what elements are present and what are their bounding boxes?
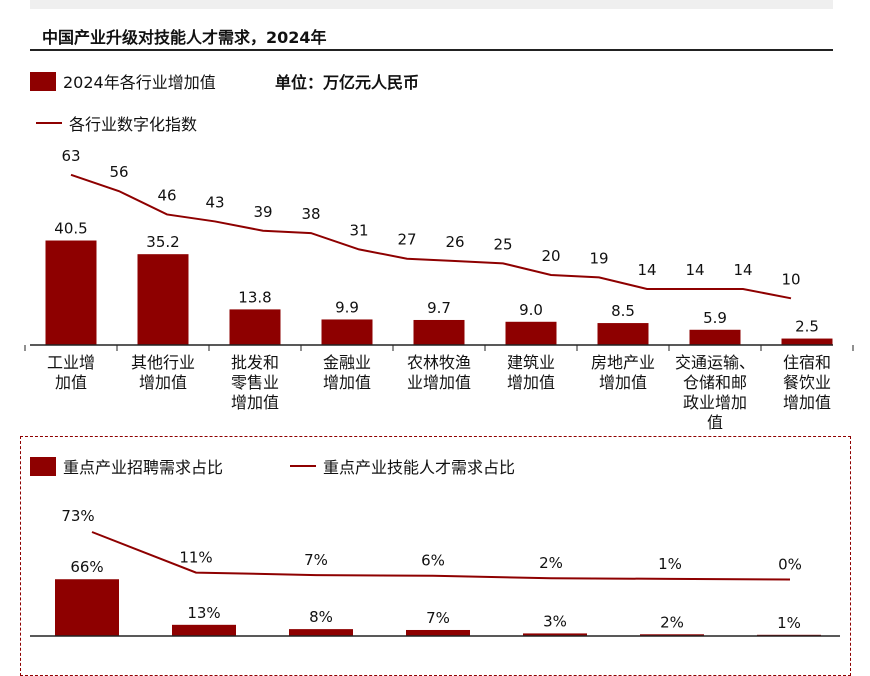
- skill-demand-line: [91, 531, 791, 581]
- category-label: 增加值: [323, 373, 371, 392]
- category-label: 农林牧渔: [407, 353, 471, 372]
- legend-line-2: 重点产业技能人才需求占比: [290, 454, 515, 478]
- line-value-label: 26: [445, 233, 464, 251]
- category-label: 批发和: [231, 353, 279, 372]
- bar: [172, 624, 236, 636]
- bar-value-label: 13.8: [238, 288, 271, 306]
- bar-value-label: 9.7: [427, 299, 451, 317]
- line-value-label: 56: [109, 163, 128, 181]
- category-label: 加值: [55, 373, 87, 392]
- line-value-label: 31: [349, 221, 368, 239]
- title-rule: [30, 49, 833, 51]
- bar: [523, 633, 587, 636]
- unit-label: 单位：万亿元人民币: [275, 73, 420, 92]
- bar-value-label: 7%: [426, 609, 450, 627]
- category-label: 增加值: [231, 393, 279, 412]
- bar-value-label: 9.0: [519, 301, 543, 319]
- line-value-label: 19: [589, 249, 608, 267]
- line-value-label: 38: [301, 205, 320, 223]
- bar-value-label: 66%: [70, 558, 103, 576]
- bar-value-label: 3%: [543, 612, 567, 630]
- line-value-label: 73%: [61, 507, 94, 525]
- legend-bar-1: 2024年各行业增加值: [30, 69, 216, 93]
- category-label: 建筑业: [507, 353, 555, 372]
- category-label: 增加值: [139, 373, 187, 392]
- bar-value-label: 8%: [309, 608, 333, 626]
- category-label: 增加值: [783, 393, 831, 412]
- bar-value-label: 1%: [777, 614, 801, 632]
- line-value-label: 46: [157, 186, 176, 204]
- bar-value-label: 13%: [187, 604, 220, 622]
- line-value-label: 25: [493, 235, 512, 253]
- legend-swatch: [30, 71, 56, 91]
- category-label: 业增加值: [407, 373, 471, 392]
- bar: [229, 309, 281, 345]
- category-label: 政业增加: [683, 393, 747, 412]
- category-label: 交通运输、: [675, 353, 755, 372]
- legend-label: 2024年各行业增加值: [63, 73, 216, 92]
- bar-value-label: 8.5: [611, 302, 635, 320]
- bar: [597, 323, 649, 345]
- bar: [505, 321, 557, 345]
- bar: [289, 629, 353, 636]
- bar: [413, 319, 465, 345]
- bar-value-label: 35.2: [146, 233, 179, 251]
- bar-value-label: 5.9: [703, 309, 727, 327]
- bar: [640, 634, 704, 636]
- legend-line-swatch: [290, 465, 316, 467]
- line-value-label: 7%: [304, 551, 328, 569]
- category-label: 值: [707, 413, 723, 432]
- line-value-label: 1%: [658, 555, 682, 573]
- line-value-label: 14: [685, 261, 704, 279]
- category-label: 其他行业: [131, 353, 195, 372]
- bar: [781, 338, 833, 345]
- line-value-label: 39: [253, 203, 272, 221]
- line-value-label: 43: [205, 193, 224, 211]
- legend-line-1: 各行业数字化指数: [36, 111, 197, 135]
- bar-value-label: 40.5: [54, 220, 87, 238]
- line-value-label: 63: [61, 147, 80, 165]
- bar: [137, 254, 189, 345]
- category-label: 金融业: [323, 353, 371, 372]
- category-label: 住宿和: [783, 353, 831, 372]
- legend-label: 重点产业技能人才需求占比: [323, 458, 516, 477]
- legend-swatch: [30, 456, 56, 476]
- legend-line-swatch: [36, 122, 62, 124]
- bar-value-label: 9.9: [335, 298, 359, 316]
- industry-value-chart: 40.5工业增加值35.2其他行业增加值13.8批发和零售业增加值9.9金融业增…: [24, 147, 854, 432]
- bar: [406, 629, 470, 636]
- line-value-label: 27: [397, 231, 416, 249]
- line-value-label: 14: [637, 261, 656, 279]
- legend-label: 重点产业招聘需求占比: [63, 458, 224, 477]
- legend-label: 各行业数字化指数: [69, 115, 198, 134]
- bar-value-label: 2.5: [795, 318, 819, 336]
- line-value-label: 20: [541, 247, 560, 265]
- top-bar: [30, 0, 833, 9]
- category-label: 增加值: [599, 373, 647, 392]
- category-label: 餐饮业: [783, 373, 831, 392]
- bar: [689, 329, 741, 345]
- line-value-label: 14: [733, 261, 752, 279]
- category-label: 仓储和邮: [683, 373, 747, 392]
- category-label: 增加值: [507, 373, 555, 392]
- demand-share-chart: 66% 13% 8% 7% 3% 2% 1% 73% 11% 7% 6% 2% 1% 0%: [30, 507, 840, 637]
- legend-bar-2: 重点产业招聘需求占比: [30, 454, 223, 478]
- category-label: 工业增: [47, 353, 95, 372]
- bar: [45, 240, 97, 345]
- line-value-label: 6%: [421, 552, 445, 570]
- line-value-label: 10: [781, 270, 800, 288]
- bar: [55, 579, 119, 636]
- category-label: 零售业: [231, 373, 279, 392]
- line-value-label: 2%: [539, 554, 563, 572]
- line-value-label: 11%: [179, 549, 212, 567]
- digitization-index-line: [70, 173, 792, 300]
- line-value-label: 0%: [778, 556, 802, 574]
- bar-value-label: 2%: [660, 613, 684, 631]
- category-label: 房地产业: [591, 353, 655, 372]
- page-title: 中国产业升级对技能人才需求，2024年: [42, 28, 327, 47]
- bar: [321, 319, 373, 345]
